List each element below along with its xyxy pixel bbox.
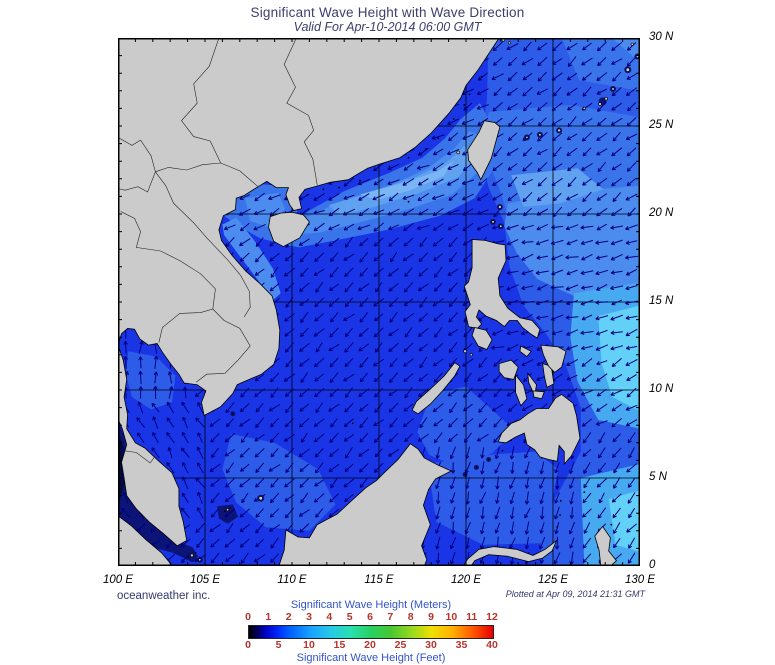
zone-celebes-sea <box>427 451 559 545</box>
lon-label-130E: 130 E <box>624 574 656 586</box>
country-borders <box>118 38 318 464</box>
meters-tick-8: 8 <box>407 611 414 623</box>
zone-malacca-dark <box>118 419 198 563</box>
land-panay <box>498 359 519 380</box>
land-asia-mainland <box>118 38 500 547</box>
meters-tick-4: 4 <box>326 611 333 623</box>
lon-label-100E: 100 E <box>102 574 134 586</box>
legend-colorbar <box>248 625 494 639</box>
lon-label-120E: 120 E <box>450 574 482 586</box>
zone-molucca-bright <box>608 490 640 552</box>
feet-tick-40: 40 <box>486 639 498 651</box>
meters-tick-12: 12 <box>486 611 498 623</box>
lon-label-125E: 125 E <box>537 574 569 586</box>
lat-label-15N: 15 N <box>649 295 674 307</box>
meters-tick-11: 11 <box>466 611 478 623</box>
feet-tick-15: 15 <box>333 639 346 651</box>
wave-height-map <box>118 38 640 566</box>
land-luzon <box>463 239 541 339</box>
feet-tick-25: 25 <box>394 639 407 651</box>
meters-tick-10: 10 <box>445 611 458 623</box>
meters-tick-6: 6 <box>367 611 373 623</box>
feet-tick-0: 0 <box>245 639 251 651</box>
zone-gulf-thailand-center <box>125 351 176 410</box>
zone-taiwan-east-patch <box>511 168 604 207</box>
lon-label-110E: 110 E <box>277 574 307 586</box>
meters-tick-7: 7 <box>387 611 394 623</box>
legend-title-feet: Significant Wave Height (Feet) <box>296 652 446 664</box>
feet-tick-10: 10 <box>303 639 315 651</box>
lat-label-20N: 20 N <box>649 207 674 219</box>
land-mindoro <box>471 327 493 351</box>
land-layer <box>118 38 640 566</box>
zone-philippine-sea-bright <box>598 305 640 412</box>
oceanweather-credit: oceanweather inc. <box>117 590 211 602</box>
lon-label-115E: 115 E <box>364 574 394 586</box>
lat-label-5N: 5 N <box>649 471 667 483</box>
meters-tick-2: 2 <box>285 611 292 623</box>
legend-meters-ticks: 0 1 2 3 4 5 6 7 8 9 10 11 12 <box>245 611 498 623</box>
meters-tick-0: 0 <box>245 611 251 623</box>
plotted-timestamp: Plotted at Apr 09, 2014 21:31 GMT <box>505 589 645 599</box>
land-borneo <box>278 443 453 566</box>
land-negros <box>515 373 528 407</box>
map-frame <box>118 38 640 566</box>
zone-nscs-band4 <box>359 161 454 200</box>
lat-label-25N: 25 N <box>649 119 674 131</box>
legend-feet-ticks: 0 5 10 15 20 25 30 35 40 <box>245 639 498 651</box>
meters-tick-5: 5 <box>346 611 353 623</box>
legend-title-meters: Significant Wave Height (Meters) <box>290 599 452 611</box>
meters-tick-3: 3 <box>306 611 312 623</box>
feet-tick-5: 5 <box>275 639 282 651</box>
land-samar <box>540 344 567 373</box>
land-halmahera <box>594 525 618 566</box>
page-title: Significant Wave Height with Wave Direct… <box>250 5 525 20</box>
feet-tick-35: 35 <box>455 639 468 651</box>
lon-label-105E: 105 E <box>189 574 221 586</box>
land-hainan <box>268 211 310 248</box>
land-mindanao <box>497 393 581 465</box>
meters-tick-1: 1 <box>265 611 272 623</box>
zone-south-scs <box>222 434 336 531</box>
zone-nscs-band3 <box>328 146 477 216</box>
valid-time-subtitle: Valid For Apr-10-2014 06:00 GMT <box>293 20 482 34</box>
land-bohol <box>532 390 545 400</box>
land-sumatra <box>118 515 172 566</box>
meters-tick-9: 9 <box>428 611 434 623</box>
feet-tick-20: 20 <box>364 639 376 651</box>
feet-tick-30: 30 <box>425 639 437 651</box>
land-sulawesi-north <box>462 539 558 566</box>
land-taiwan <box>467 120 501 181</box>
land-masbate <box>519 345 532 358</box>
land-palawan <box>411 362 461 415</box>
lat-label-0: 0 <box>649 559 656 571</box>
zone-pacific-mid-band <box>504 185 640 306</box>
lat-label-30N: 30 N <box>649 31 674 43</box>
zone-vietnam-coast-strip <box>222 217 281 301</box>
lat-label-10N: 10 N <box>649 383 674 395</box>
degree-ticks <box>118 38 640 566</box>
